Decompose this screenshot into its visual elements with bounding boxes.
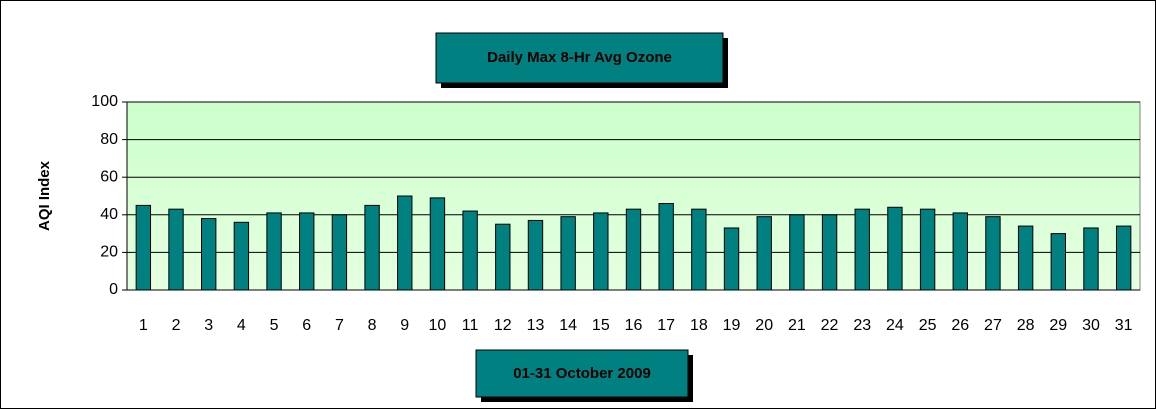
bar <box>299 212 315 291</box>
x-tick-label: 24 <box>886 317 904 334</box>
x-tick-label: 2 <box>172 317 181 334</box>
bar <box>691 208 707 291</box>
bar <box>364 204 380 291</box>
bar <box>1017 225 1034 291</box>
bar <box>919 208 936 291</box>
y-tick-label: 60 <box>100 168 118 185</box>
y-axis-label: AQI Index <box>36 160 53 231</box>
bar <box>527 219 544 291</box>
x-tick-label: 4 <box>237 317 246 334</box>
bar <box>952 212 968 291</box>
x-tick-label: 21 <box>788 317 806 334</box>
x-axis-label: 01-31 October 2009 <box>513 365 651 382</box>
x-tick-label: 25 <box>919 317 937 334</box>
x-tick-label: 18 <box>690 317 708 334</box>
x-tick-label: 20 <box>755 317 773 334</box>
x-tick-label: 19 <box>723 317 741 334</box>
x-tick-label: 26 <box>951 317 969 334</box>
x-tick-label: 8 <box>368 317 377 334</box>
bar <box>756 216 772 291</box>
title-box <box>435 32 724 84</box>
x-tick-label: 7 <box>335 317 344 334</box>
bar <box>658 203 674 291</box>
x-tick-label: 11 <box>462 317 479 334</box>
x-tick-label: 16 <box>625 317 643 334</box>
bar <box>625 208 642 291</box>
x-tick-label: 9 <box>400 317 409 334</box>
bar <box>985 216 1001 291</box>
bar <box>1050 233 1066 291</box>
x-tick-label: 3 <box>204 317 213 334</box>
bar <box>135 204 152 291</box>
bar <box>331 214 348 291</box>
bar <box>495 223 511 291</box>
x-tick-label: 31 <box>1115 317 1133 334</box>
x-tick-label: 23 <box>853 317 871 334</box>
x-tick-label: 6 <box>302 317 311 334</box>
x-tick-label: 10 <box>429 317 447 334</box>
x-tick-label: 28 <box>1017 317 1035 334</box>
bar <box>233 221 250 291</box>
x-tick-label: 1 <box>139 317 148 334</box>
bar <box>1083 227 1099 291</box>
bar <box>789 214 805 291</box>
x-tick-label: 13 <box>527 317 545 334</box>
x-tick-label: 29 <box>1049 317 1067 334</box>
y-tick-label: 0 <box>109 281 118 298</box>
x-tick-label: 30 <box>1082 317 1100 334</box>
chart-title: Daily Max 8-Hr Avg Ozone <box>487 49 672 66</box>
bar <box>266 212 282 291</box>
bar <box>854 208 870 291</box>
bar <box>887 206 903 291</box>
x-label-box <box>475 349 689 398</box>
x-tick-label: 27 <box>984 317 1002 334</box>
y-tick-label: 80 <box>100 131 118 148</box>
x-tick-label: 15 <box>592 317 610 334</box>
x-tick-label: 22 <box>821 317 839 334</box>
x-tick-label: 17 <box>657 317 675 334</box>
bar <box>462 210 478 291</box>
bar <box>201 218 217 291</box>
bar <box>560 216 576 291</box>
x-tick-label: 14 <box>559 317 577 334</box>
y-tick-label: 20 <box>100 244 118 261</box>
y-tick-label: 100 <box>91 93 118 110</box>
bar <box>429 197 446 291</box>
x-tick-label: 12 <box>494 317 512 334</box>
bar <box>397 195 413 291</box>
bar <box>723 227 740 291</box>
x-tick-label: 5 <box>270 317 279 334</box>
bar <box>1115 225 1132 291</box>
bar <box>168 208 184 291</box>
bar <box>821 214 838 291</box>
bar <box>593 212 609 291</box>
y-tick-label: 40 <box>100 206 118 223</box>
